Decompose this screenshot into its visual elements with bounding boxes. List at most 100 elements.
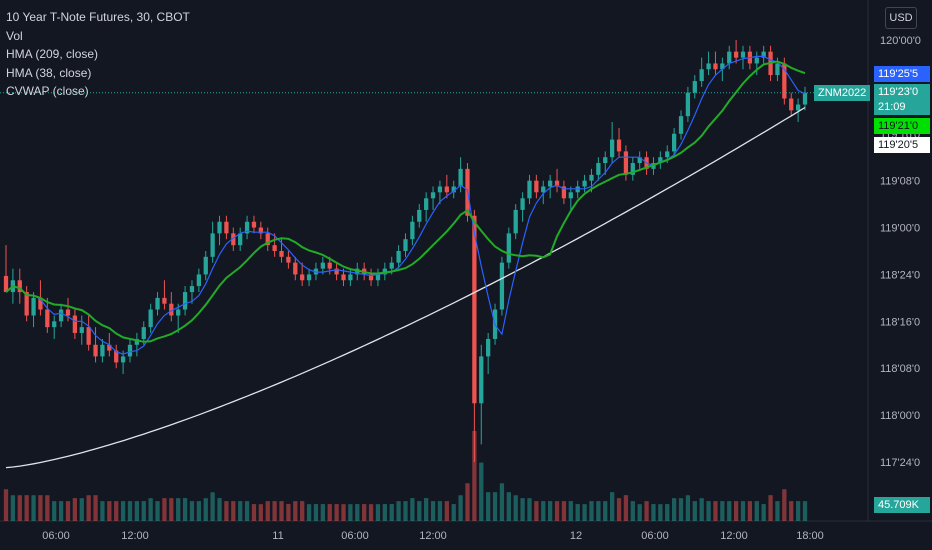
hma38-price-tag: 119'25'5 bbox=[874, 66, 930, 82]
candle bbox=[678, 116, 684, 134]
volume-bar bbox=[45, 495, 50, 521]
candle bbox=[671, 133, 677, 152]
candle bbox=[396, 251, 401, 263]
volume-bar bbox=[210, 492, 215, 521]
candle bbox=[637, 157, 642, 164]
volume-bar bbox=[596, 501, 601, 521]
volume-bar bbox=[499, 483, 505, 521]
volume-bar bbox=[802, 501, 808, 521]
candle bbox=[189, 286, 195, 293]
volume-bar bbox=[582, 504, 587, 521]
volume-bar bbox=[548, 501, 553, 521]
volume-bar bbox=[86, 495, 91, 521]
volume-bar bbox=[403, 501, 408, 521]
price-tick-label: 118'00'0 bbox=[880, 410, 920, 422]
candle bbox=[375, 274, 381, 281]
volume-bar bbox=[327, 504, 332, 521]
volume-bar bbox=[768, 495, 773, 521]
volume-bar bbox=[561, 501, 567, 521]
candle bbox=[437, 186, 443, 193]
candle bbox=[45, 309, 50, 328]
candle bbox=[720, 63, 725, 70]
volume-bar bbox=[258, 504, 263, 521]
candle bbox=[162, 297, 167, 304]
volume-bar bbox=[568, 501, 573, 521]
candle bbox=[761, 51, 766, 58]
volume-bar bbox=[148, 498, 153, 521]
legend-title: 10 Year T-Note Futures, 30, CBOT bbox=[6, 10, 190, 24]
volume-bar bbox=[520, 498, 525, 521]
candle bbox=[31, 297, 36, 316]
price-tick-label: 118'16'0 bbox=[880, 316, 920, 328]
candle bbox=[251, 221, 257, 228]
volume-bar bbox=[417, 501, 422, 521]
volume-bar bbox=[506, 492, 511, 521]
volume-bar bbox=[272, 501, 277, 521]
candle bbox=[114, 350, 119, 363]
volume-bar bbox=[699, 498, 704, 521]
volume-bar bbox=[355, 504, 360, 521]
volume-bar bbox=[320, 504, 325, 521]
legend-vol: Vol bbox=[6, 28, 23, 43]
candle bbox=[795, 104, 801, 111]
candle bbox=[107, 344, 112, 351]
volume-bar bbox=[196, 501, 201, 521]
hma209-line bbox=[5, 106, 806, 469]
time-tick-label: 12 bbox=[570, 530, 582, 542]
volume-bar bbox=[341, 504, 346, 521]
candle bbox=[548, 180, 553, 187]
candle bbox=[589, 174, 594, 181]
candle bbox=[782, 63, 787, 99]
volume-bar bbox=[789, 501, 794, 521]
volume-bar bbox=[224, 501, 229, 521]
volume-bar bbox=[534, 501, 539, 521]
volume-bar bbox=[127, 501, 133, 521]
volume-bar bbox=[589, 501, 594, 521]
candle bbox=[355, 268, 360, 275]
time-tick-label: 06:00 bbox=[641, 530, 669, 542]
candle bbox=[582, 180, 587, 187]
currency-button[interactable]: USD bbox=[885, 7, 917, 29]
candle bbox=[451, 186, 456, 193]
candle bbox=[513, 209, 518, 234]
hma38-line bbox=[5, 55, 806, 355]
candle bbox=[210, 233, 215, 257]
candle bbox=[100, 344, 105, 357]
volume-bar bbox=[623, 495, 629, 521]
candle bbox=[52, 321, 57, 328]
volume-bar bbox=[554, 501, 560, 521]
volume-bar bbox=[685, 495, 691, 521]
volume-bar bbox=[134, 501, 140, 521]
volume-bar bbox=[279, 501, 284, 521]
volume-bar bbox=[120, 501, 126, 521]
volume-bar bbox=[410, 498, 415, 521]
volume-bar bbox=[437, 501, 443, 521]
volume-bar bbox=[238, 501, 243, 521]
volume-bar bbox=[630, 501, 635, 521]
price-tick-label: 120'00'0 bbox=[880, 35, 921, 47]
cvwap-line bbox=[5, 60, 806, 343]
candle bbox=[658, 157, 663, 164]
candle bbox=[65, 309, 71, 316]
candle bbox=[699, 69, 704, 82]
candle bbox=[17, 280, 22, 293]
volume-bar bbox=[17, 495, 22, 521]
volume-bar bbox=[671, 498, 677, 521]
volume-bar bbox=[58, 501, 64, 521]
candle bbox=[733, 51, 739, 58]
candle bbox=[134, 338, 140, 345]
candle bbox=[300, 274, 305, 281]
candle bbox=[155, 297, 160, 310]
volume-bar bbox=[389, 504, 394, 521]
volume-bar bbox=[727, 501, 732, 521]
candle bbox=[520, 198, 525, 210]
candle bbox=[231, 233, 236, 246]
candle bbox=[596, 163, 601, 175]
time-tick-label: 12:00 bbox=[121, 530, 149, 542]
volume-bar bbox=[162, 498, 167, 521]
candle bbox=[258, 227, 263, 234]
candle bbox=[554, 180, 560, 187]
candle bbox=[265, 233, 270, 246]
volume-bar bbox=[430, 501, 436, 521]
